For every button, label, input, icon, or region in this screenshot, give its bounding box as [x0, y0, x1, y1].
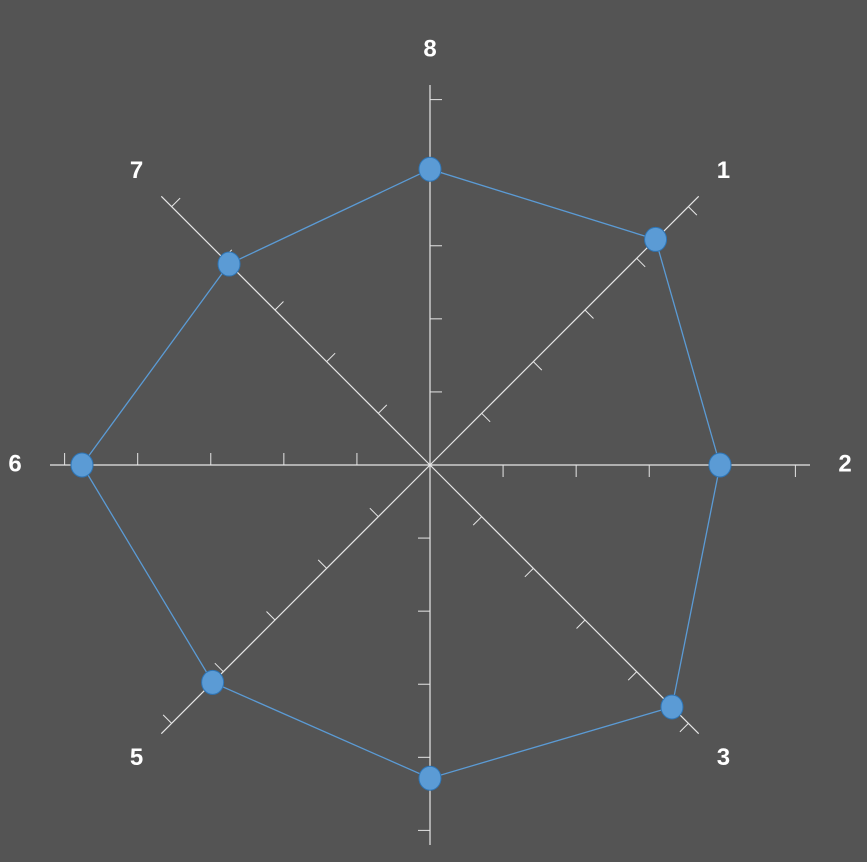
axis-tick-3 [679, 723, 689, 733]
radar-axes [50, 85, 810, 845]
data-point-6 [70, 452, 94, 478]
category-label-3: 3 [717, 744, 730, 771]
axis-tick-5 [369, 507, 379, 518]
category-label-8: 8 [423, 35, 436, 62]
data-point-8 [418, 156, 442, 182]
axis-tick-1 [532, 361, 543, 371]
series-markers [70, 156, 732, 791]
category-labels: 12345678 [8, 35, 851, 771]
axis-line-5 [160, 464, 431, 735]
axis-tick-7 [171, 197, 181, 207]
axis-tick-7 [377, 404, 388, 414]
axis-tick-1 [636, 257, 646, 268]
axis-tick-5 [162, 714, 172, 724]
data-point-7 [217, 251, 241, 277]
category-label-5: 5 [130, 744, 143, 771]
category-label-2: 2 [838, 450, 851, 477]
data-point-1 [644, 226, 668, 252]
axis-tick-1 [688, 206, 698, 216]
axis-tick-1 [481, 412, 491, 423]
axis-tick-3 [576, 619, 586, 629]
category-label-1: 1 [717, 157, 730, 184]
axis-tick-3 [627, 671, 638, 681]
data-point-4 [418, 765, 442, 791]
axis-tick-3 [472, 516, 483, 526]
axis-line-3 [429, 464, 700, 735]
axis-tick-5 [266, 611, 276, 621]
axis-tick-1 [584, 309, 594, 319]
category-label-7: 7 [130, 157, 143, 184]
axis-tick-7 [274, 301, 284, 311]
axis-tick-7 [326, 352, 336, 363]
data-point-5 [201, 669, 225, 695]
axis-line-7 [160, 195, 431, 466]
axis-tick-5 [317, 559, 328, 569]
axis-tick-3 [524, 567, 534, 578]
data-point-3 [660, 694, 684, 720]
series-line [81, 168, 721, 779]
axis-tick-5 [214, 662, 224, 673]
category-label-6: 6 [8, 450, 21, 477]
data-point-2 [708, 452, 732, 478]
